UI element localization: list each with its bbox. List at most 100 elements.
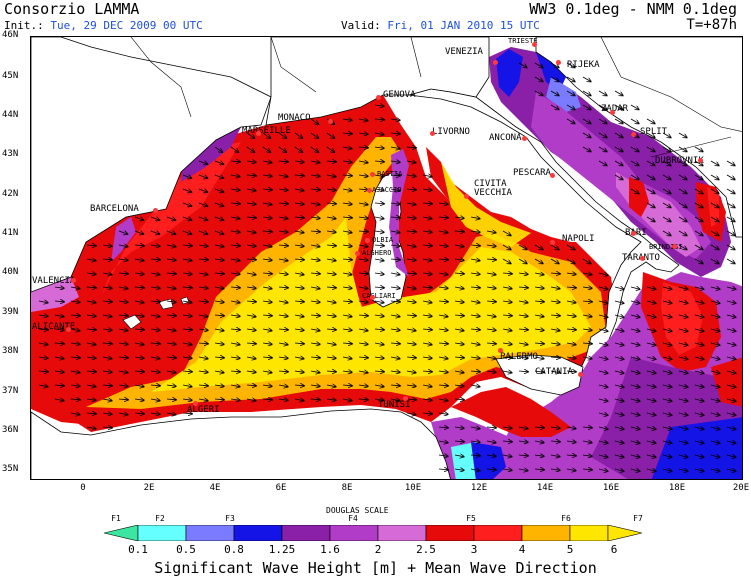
wave-direction-arrow <box>470 315 480 316</box>
legend-swatch <box>233 525 283 541</box>
wave-direction-arrow <box>534 273 544 275</box>
wave-direction-arrow <box>326 132 334 138</box>
wave-direction-arrow <box>598 455 608 457</box>
wave-direction-arrow <box>406 203 416 205</box>
wave-direction-arrow <box>598 413 608 415</box>
wave-direction-arrow <box>166 385 176 386</box>
wave-direction-arrow <box>662 146 671 152</box>
wave-direction-arrow <box>246 399 256 401</box>
wave-direction-arrow <box>582 357 592 359</box>
wave-direction-arrow <box>262 203 272 205</box>
wave-direction-arrow <box>470 245 480 246</box>
wave-direction-arrow <box>502 343 512 344</box>
wave-direction-arrow <box>118 245 128 247</box>
wave-direction-arrow <box>438 301 448 302</box>
wave-direction-arrow <box>230 161 240 162</box>
wave-direction-arrow <box>406 371 416 373</box>
wave-direction-arrow <box>534 62 543 68</box>
wave-direction-arrow <box>230 301 240 303</box>
wave-direction-arrow <box>214 357 224 358</box>
wave-direction-arrow <box>230 259 240 261</box>
wave-direction-arrow <box>390 133 400 134</box>
wave-direction-arrow <box>70 343 80 344</box>
wave-direction-arrow <box>358 203 368 205</box>
wave-direction-arrow <box>246 203 256 204</box>
wave-direction-arrow <box>294 301 304 302</box>
wave-direction-arrow <box>710 315 720 317</box>
wave-direction-arrow <box>630 301 640 303</box>
wave-direction-arrow <box>262 245 272 247</box>
city-marker <box>698 158 703 163</box>
lon-label: 12E <box>470 483 488 493</box>
wave-direction-arrow <box>166 231 176 234</box>
lat-label: 45N <box>2 71 19 81</box>
wave-direction-arrow <box>502 230 511 236</box>
wave-direction-arrow <box>246 343 256 344</box>
wave-direction-arrow <box>374 399 384 400</box>
wave-direction-arrow <box>646 357 656 359</box>
city-marker <box>193 401 198 406</box>
wave-direction-arrow <box>214 343 224 344</box>
wave-direction-arrow <box>150 287 160 288</box>
wave-direction-arrow <box>726 301 736 303</box>
wave-direction-arrow <box>454 427 464 428</box>
wave-direction-arrow <box>678 174 687 180</box>
wave-direction-arrows <box>38 62 736 471</box>
wave-direction-arrow <box>598 399 608 401</box>
wave-direction-arrow <box>230 399 240 400</box>
wave-direction-arrow <box>662 160 671 166</box>
wave-direction-arrow <box>38 315 48 316</box>
wave-direction-arrow <box>710 399 720 401</box>
wave-direction-arrow <box>646 315 656 317</box>
wave-direction-arrow <box>342 357 352 359</box>
wave-direction-arrow <box>678 413 688 415</box>
wave-direction-arrow <box>438 329 448 330</box>
lon-label: 4E <box>209 483 221 493</box>
city-label: ALGERI <box>187 405 220 415</box>
wave-direction-arrow <box>534 469 544 470</box>
wave-direction-arrow <box>310 273 320 274</box>
wave-direction-arrow <box>118 343 128 344</box>
wave-direction-arrow <box>678 371 688 373</box>
wave-direction-arrow <box>486 357 496 359</box>
wave-direction-arrow <box>470 217 480 219</box>
wave-direction-arrow <box>566 441 576 442</box>
wave-direction-arrow <box>166 371 176 373</box>
wave-direction-arrow <box>70 385 80 386</box>
wave-direction-arrow <box>566 62 575 68</box>
wave-direction-arrow <box>86 357 96 358</box>
wave-direction-arrow <box>294 329 304 330</box>
legend-swatch <box>281 525 331 541</box>
wave-direction-arrow <box>582 118 591 124</box>
wave-direction-arrow <box>326 175 336 177</box>
wave-direction-arrow <box>470 357 480 358</box>
wave-direction-arrow <box>486 245 496 246</box>
valid-date: Fri, 01 JAN 2010 15 UTC <box>387 19 540 32</box>
lon-label: 6E <box>275 483 287 493</box>
wave-direction-arrow <box>214 315 224 316</box>
wave-direction-arrow <box>646 441 656 443</box>
color-scale-bar <box>104 525 642 541</box>
wave-direction-arrow <box>406 217 416 218</box>
wave-direction-arrow <box>390 287 400 288</box>
wave-direction-arrow <box>374 203 384 204</box>
wave-direction-arrow <box>470 329 480 330</box>
wave-direction-arrow <box>38 343 48 345</box>
wave-direction-arrow <box>710 216 719 222</box>
wave-direction-arrow <box>102 315 112 317</box>
wave-direction-arrow <box>566 258 575 264</box>
wave-direction-arrow <box>150 343 160 344</box>
tick-label: 6 <box>610 543 618 556</box>
wave-direction-arrow <box>166 245 176 247</box>
wave-direction-arrow <box>358 147 368 148</box>
wave-direction-arrow <box>278 132 286 138</box>
wave-direction-arrow <box>214 399 224 400</box>
wave-direction-arrow <box>182 245 192 246</box>
wave-direction-arrow <box>374 343 384 345</box>
wave-direction-arrow <box>278 273 288 274</box>
wave-direction-arrow <box>694 202 703 208</box>
city-label: ALGHERO <box>362 249 392 257</box>
init-date: Tue, 29 DEC 2009 00 UTC <box>50 19 203 32</box>
wave-direction-arrow <box>678 469 688 471</box>
tick-label: 1.6 <box>320 543 340 556</box>
